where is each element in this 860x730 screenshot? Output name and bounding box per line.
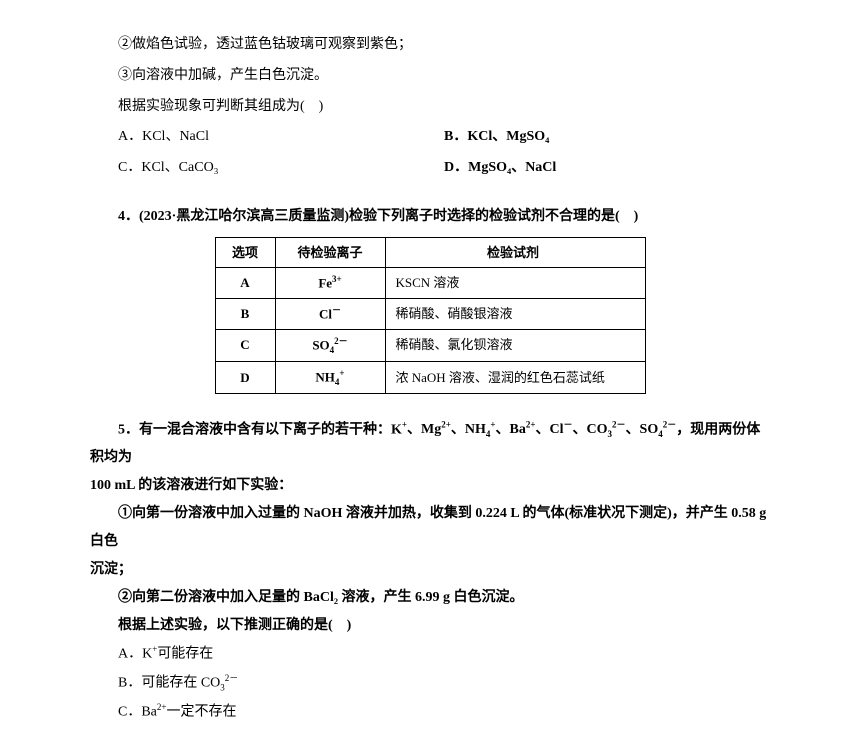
th-option: 选项 [215, 237, 275, 267]
q5-line-6: 根据上述实验，以下推测正确的是( ) [90, 612, 770, 640]
q3-prompt: 根据实验现象可判断其组成为( ) [90, 92, 770, 123]
q5-pre: 5．有一混合溶液中含有以下离子的若干种：K [118, 422, 402, 437]
q5-line-2: 100 mL 的该溶液进行如下实验： [90, 472, 770, 500]
q5-line-5: ②向第二份溶液中加入足量的 BaCl₂ 溶液，产生 6.99 g 白色沉淀。 [90, 584, 770, 612]
cell-reagent: 浓 NaOH 溶液、湿润的红色石蕊试纸 [385, 361, 645, 393]
q3-option-a: A．KCl、NaCl [118, 122, 444, 153]
optA-pre: A．K [118, 647, 152, 662]
q3-line-2: ②做焰色试验，透过蓝色钴玻璃可观察到紫色； [90, 30, 770, 61]
q5-option-a: A．K+可能存在 [90, 640, 770, 669]
cell-reagent: KSCN 溶液 [385, 268, 645, 299]
q3-option-b: B．KCl、MgSO₄ [444, 122, 770, 153]
table-row: D NH4+ 浓 NaOH 溶液、湿润的红色石蕊试纸 [215, 361, 645, 393]
cell-reagent: 稀硝酸、氯化钡溶液 [385, 329, 645, 361]
table-row: A Fe3+ KSCN 溶液 [215, 268, 645, 299]
q3-option-d: D．MgSO₄、NaCl [444, 153, 770, 184]
q3-options-row-1: A．KCl、NaCl B．KCl、MgSO₄ [90, 122, 770, 153]
table-row: C SO42－ 稀硝酸、氯化钡溶液 [215, 329, 645, 361]
q3-options-row-2: C．KCl、CaCO₃ D．MgSO₄、NaCl [90, 153, 770, 184]
cell-opt: A [215, 268, 275, 299]
q5-option-b: B．可能存在 CO32－ [90, 669, 770, 698]
q5-option-c: C．Ba2+一定不存在 [90, 698, 770, 727]
q4-header: 4．(2023·黑龙江哈尔滨高三质量监测)检验下列离子时选择的检验试剂不合理的是… [90, 202, 770, 233]
optC-post: 一定不存在 [166, 704, 236, 719]
cell-ion: Fe3+ [275, 268, 385, 299]
cell-opt: C [215, 329, 275, 361]
cell-opt: D [215, 361, 275, 393]
q5-line-4: 沉淀； [90, 556, 770, 584]
q5-ions: +、Mg2+、NH4+、Ba2+、Cl－、CO32－、SO42－ [402, 422, 676, 437]
q3-option-c: C．KCl、CaCO₃ [118, 153, 444, 184]
cell-ion: SO42－ [275, 329, 385, 361]
cell-ion: NH4+ [275, 361, 385, 393]
q4-table: 选项 待检验离子 检验试剂 A Fe3+ KSCN 溶液 B Cl－ 稀硝酸、硝… [215, 237, 646, 394]
optC-pre: C．Ba [118, 704, 157, 719]
table-row: B Cl－ 稀硝酸、硝酸银溶液 [215, 298, 645, 329]
q5-line-1: 5．有一混合溶液中含有以下离子的若干种：K+、Mg2+、NH4+、Ba2+、Cl… [90, 416, 770, 473]
th-ion: 待检验离子 [275, 237, 385, 267]
cell-opt: B [215, 298, 275, 329]
q5-line-3: ①向第一份溶液中加入过量的 NaOH 溶液并加热，收集到 0.224 L 的气体… [90, 500, 770, 556]
table-header-row: 选项 待检验离子 检验试剂 [215, 237, 645, 267]
optA-post: 可能存在 [157, 647, 213, 662]
cell-reagent: 稀硝酸、硝酸银溶液 [385, 298, 645, 329]
optB-pre: B．可能存在 CO [118, 676, 220, 691]
cell-ion: Cl－ [275, 298, 385, 329]
q3-line-3: ③向溶液中加碱，产生白色沉淀。 [90, 61, 770, 92]
th-reagent: 检验试剂 [385, 237, 645, 267]
